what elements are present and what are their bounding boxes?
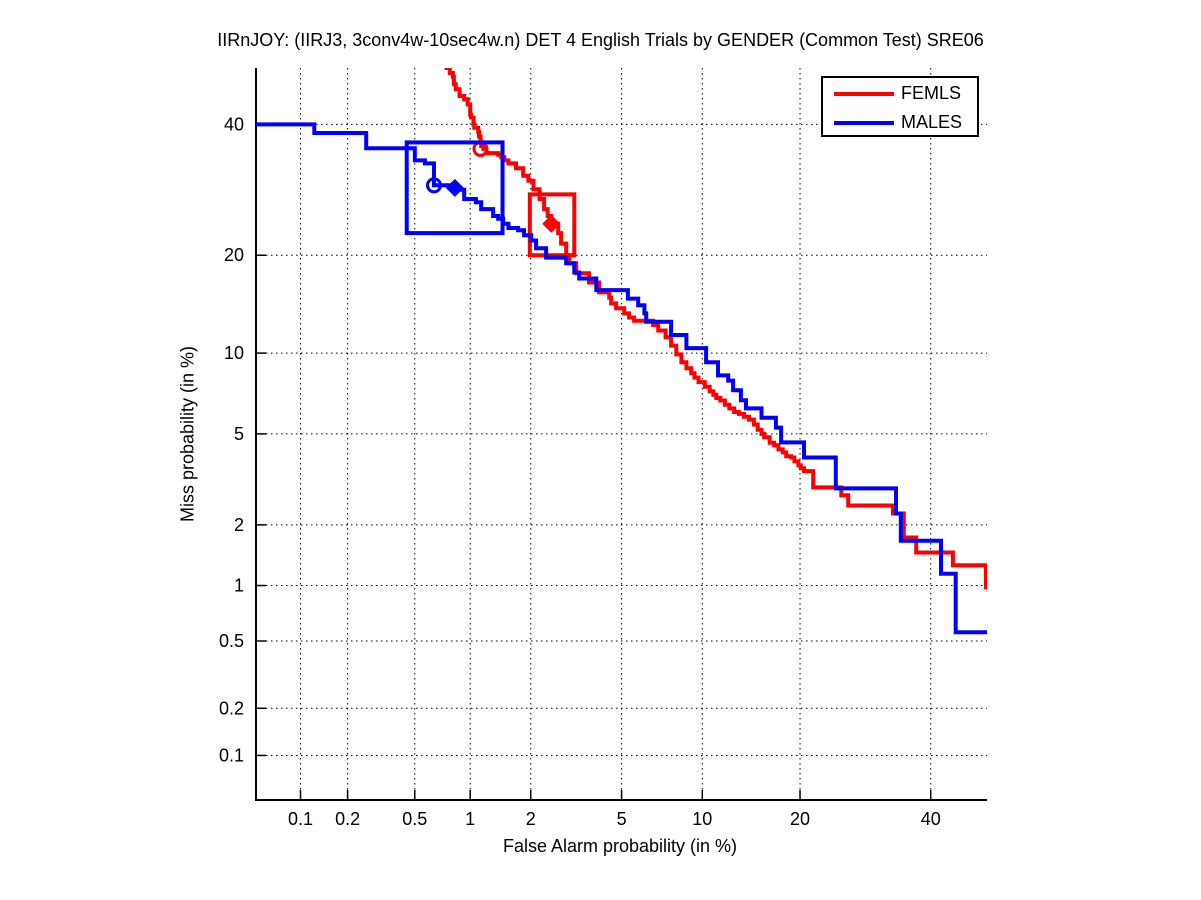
legend-label-males: MALES xyxy=(901,112,963,132)
femls-operating-box xyxy=(527,192,577,258)
y-tick-label: 10 xyxy=(224,343,244,363)
x-tick-label: 1 xyxy=(465,809,475,829)
chart-title: IIRnJOY: (IIRJ3, 3conv4w-10sec4w.n) DET … xyxy=(217,30,984,50)
males-operating-box xyxy=(404,140,505,236)
males-circle-marker xyxy=(425,177,442,194)
x-axis-label: False Alarm probability (in %) xyxy=(502,836,738,856)
tick-marks xyxy=(256,123,932,800)
femls-det-curve xyxy=(444,68,987,590)
plot-area xyxy=(256,68,987,635)
x-tick-label: 5 xyxy=(617,809,627,829)
x-tick-label: 2 xyxy=(526,809,536,829)
x-tick-label: 0.5 xyxy=(402,809,427,829)
y-tick-label: 1 xyxy=(234,576,244,596)
x-tick-label: 40 xyxy=(921,809,941,829)
y-tick-label: 0.5 xyxy=(219,631,244,651)
y-tick-label: 0.1 xyxy=(219,745,244,765)
y-tick-label: 0.2 xyxy=(219,698,244,718)
x-tick-label: 0.2 xyxy=(335,809,360,829)
y-tick-label: 2 xyxy=(234,515,244,535)
series-males xyxy=(256,122,987,635)
femls-diamond-marker xyxy=(542,214,561,233)
tick-labels: 0.1 0.2 0.5 1 2 5 10 20 40 0.1 0.2 0.5 1 2 5 10 20 40 xyxy=(219,114,941,829)
y-tick-label: 5 xyxy=(234,424,244,444)
y-tick-label: 40 xyxy=(224,114,244,134)
series-femls xyxy=(444,68,987,590)
y-axis-label: Miss probability (in %) xyxy=(177,345,198,523)
grid-lines xyxy=(256,68,987,800)
legend-row-femls: FEMLS xyxy=(823,80,977,107)
legend: FEMLS MALES xyxy=(821,76,979,137)
femls-line-swatch xyxy=(834,91,894,96)
males-diamond-marker xyxy=(445,178,464,197)
males-line-swatch xyxy=(834,120,894,125)
legend-row-males: MALES xyxy=(823,109,977,136)
x-tick-label: 10 xyxy=(692,809,712,829)
x-tick-label: 0.1 xyxy=(288,809,313,829)
x-tick-label: 20 xyxy=(790,809,810,829)
y-tick-label: 20 xyxy=(224,245,244,265)
legend-label-femls: FEMLS xyxy=(901,83,962,103)
